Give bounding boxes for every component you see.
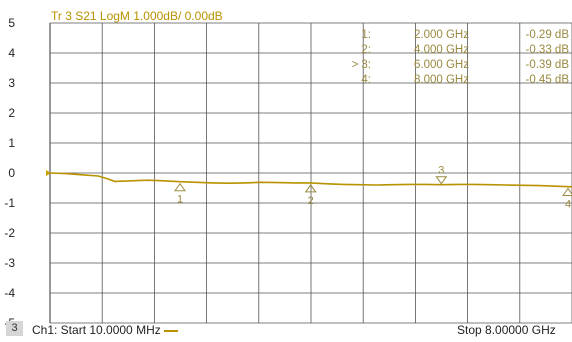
marker-list-frequency: 6.000 GHz <box>414 59 469 71</box>
y-tick-label: 0 <box>8 166 15 180</box>
start-frequency: Ch1: Start 10.0000 MHz <box>32 323 178 337</box>
y-tick-label: 5 <box>8 16 15 30</box>
marker-triangle <box>174 182 186 192</box>
start-frequency-label: Ch1: Start 10.0000 MHz <box>32 323 161 337</box>
y-tick-label: -4 <box>4 286 15 300</box>
marker-triangle <box>304 184 317 193</box>
marker-list-id: 2: <box>361 44 371 56</box>
marker-list-id: 1: <box>361 29 371 41</box>
trace <box>49 172 572 188</box>
marker-list-value: -0.33 dB <box>526 44 570 56</box>
marker-list-id: > 3: <box>351 59 371 71</box>
trace-legend-line <box>163 329 178 332</box>
marker-readout-list: 1: 2.000 GHz -0.29 dB 2: 4.000 GHz -0.33 dB > … <box>351 29 569 86</box>
trace-header[interactable]: Tr 3 S21 LogM 1.000dB/ 0.00dB <box>51 9 223 23</box>
marker-list-frequency: 2.000 GHz <box>414 29 469 41</box>
y-tick-label: 2 <box>8 106 15 120</box>
marker-label: 3 <box>438 165 444 177</box>
stop-frequency: Stop 8.00000 GHz <box>457 323 556 337</box>
y-tick-label: 4 <box>8 46 15 60</box>
y-tick-label: 1 <box>8 136 15 150</box>
reference-level-arrow <box>46 170 51 176</box>
y-tick-label: 3 <box>8 76 15 90</box>
marker-list-value: -0.39 dB <box>526 59 570 71</box>
marker-label: 2 <box>308 195 314 207</box>
y-tick-label: -1 <box>4 196 15 210</box>
marker-list-frequency: 4.000 GHz <box>414 44 469 56</box>
marker-label: 1 <box>177 194 183 206</box>
markers: 1 2 3 4 <box>174 165 572 211</box>
y-tick-label: -2 <box>4 226 15 240</box>
y-tick-label: -3 <box>4 256 15 270</box>
marker-triangle <box>562 187 572 196</box>
marker-list-value: -0.45 dB <box>526 74 570 86</box>
marker-list-value: -0.29 dB <box>526 29 570 41</box>
trace-line <box>49 172 572 188</box>
marker-label: 4 <box>565 199 571 211</box>
marker-list-frequency: 8.000 GHz <box>414 74 469 86</box>
marker-list-id: 4: <box>361 74 371 86</box>
grid <box>46 22 572 324</box>
marker-triangle <box>435 176 448 185</box>
channel-badge[interactable]: 3 <box>6 321 23 336</box>
